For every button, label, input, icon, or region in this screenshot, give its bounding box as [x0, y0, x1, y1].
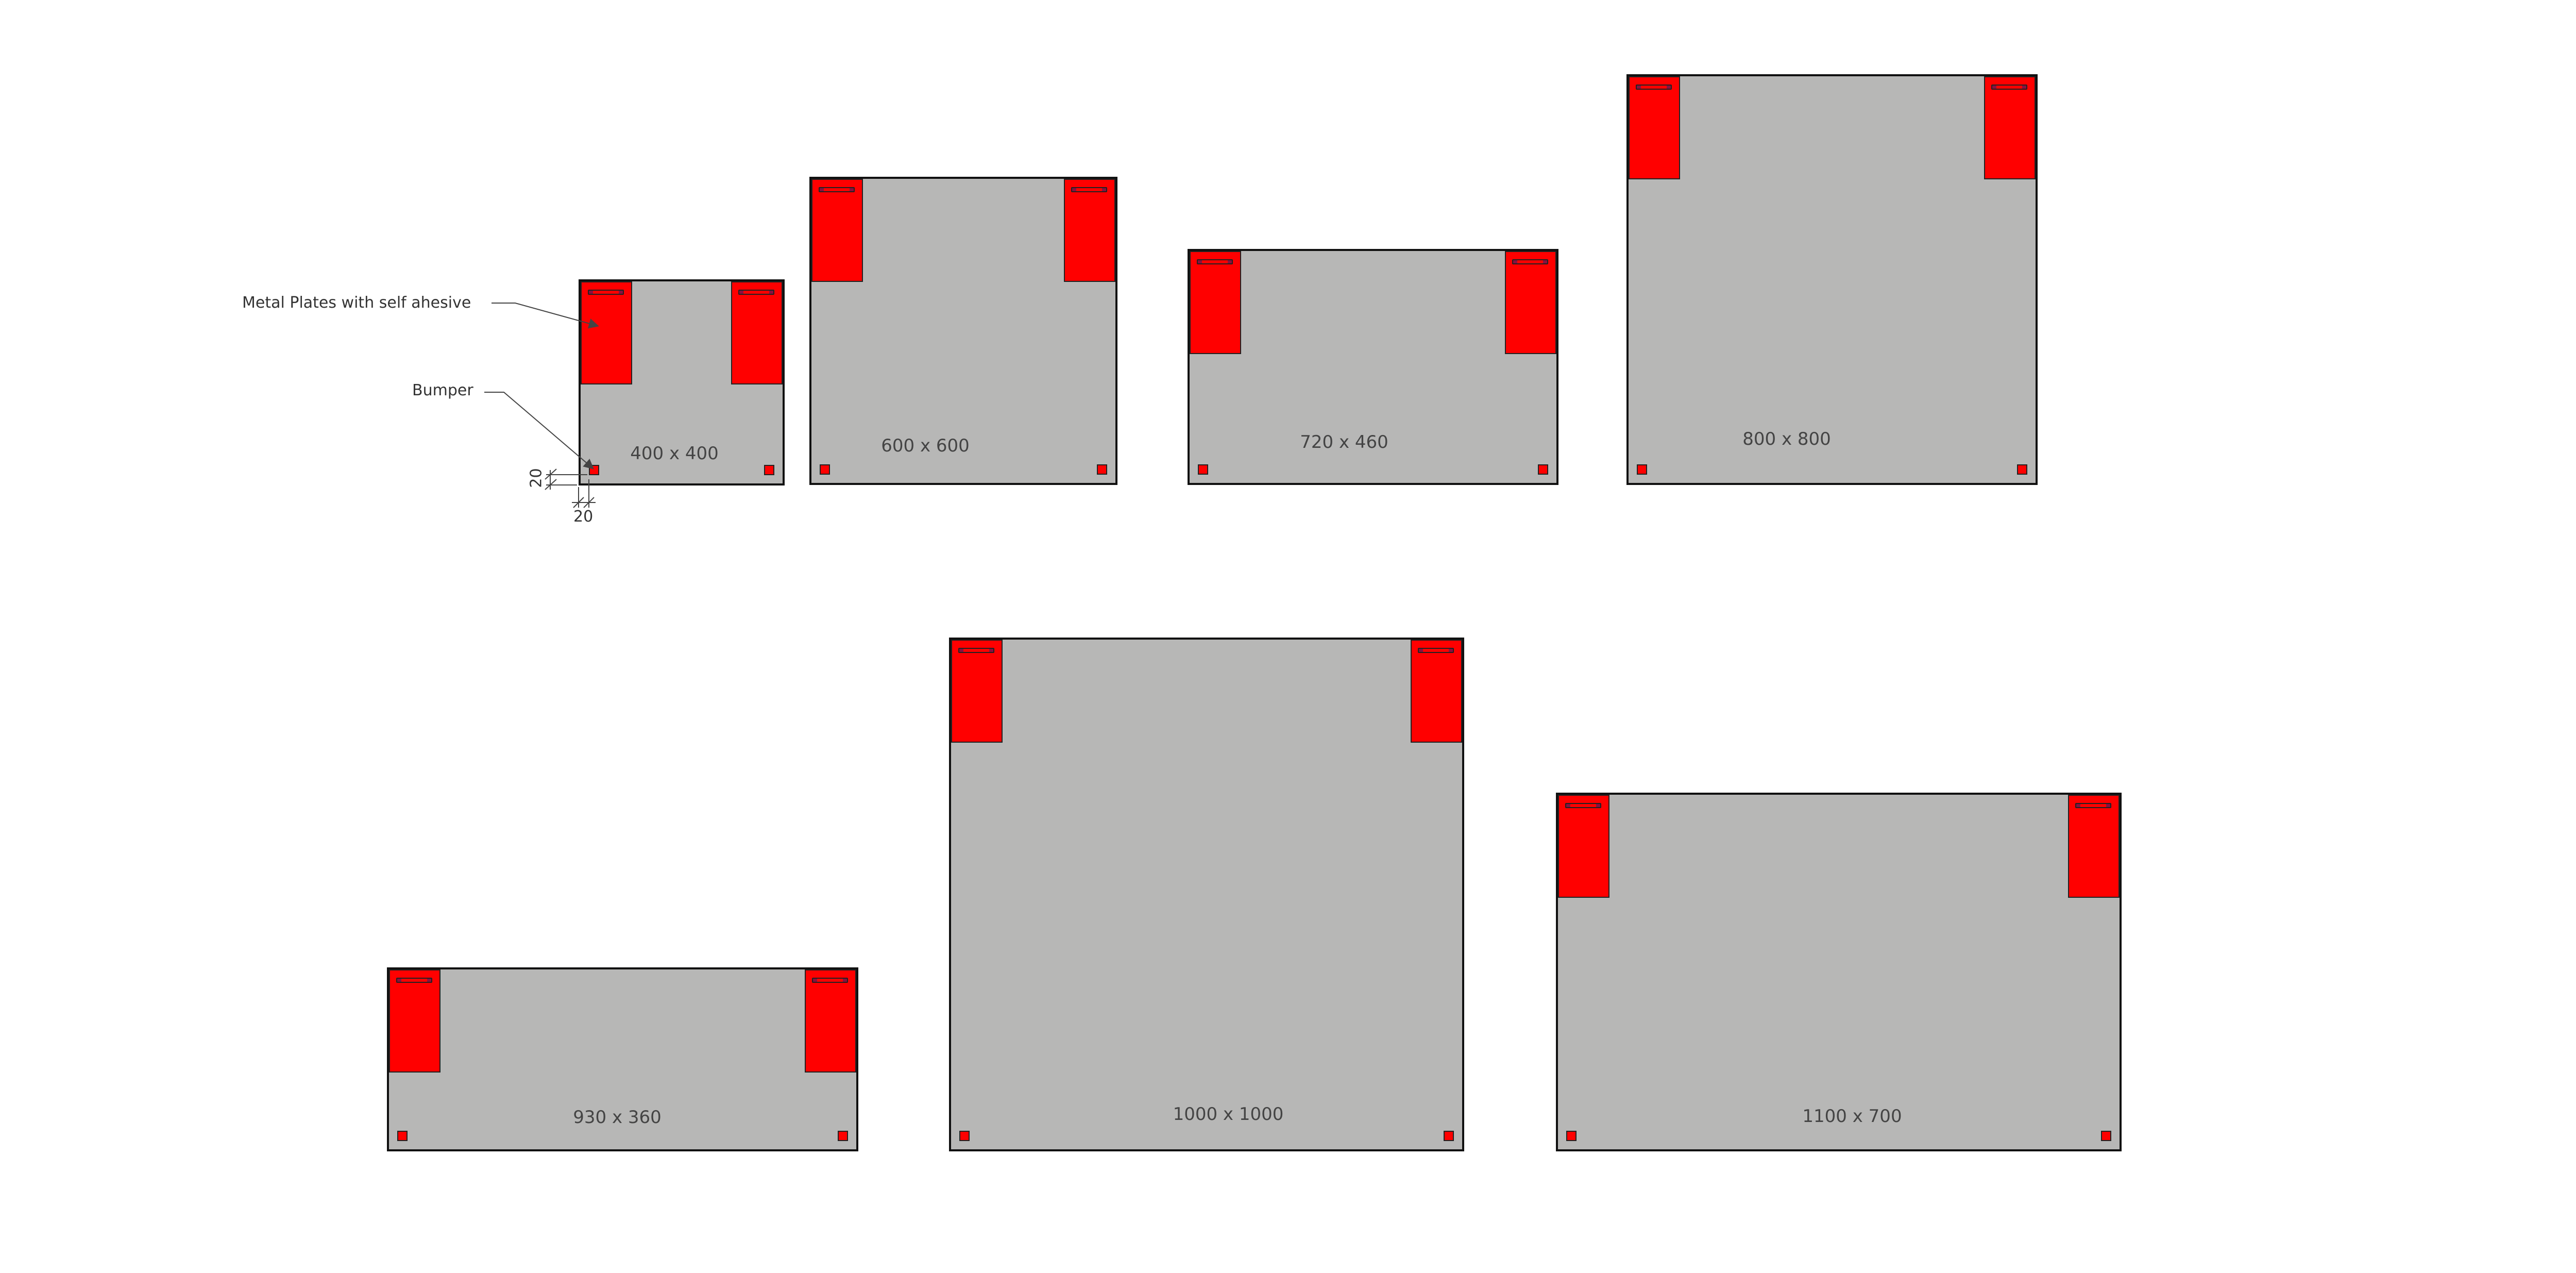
panel-720x460 [1188, 249, 1558, 485]
panel-size-label: 800 x 800 [1742, 429, 1831, 449]
bumper [838, 1131, 848, 1141]
bumper-leader [484, 392, 595, 470]
handle-icon [1991, 85, 2027, 90]
panel-1100x700 [1556, 793, 2122, 1151]
panel-600x600 [809, 177, 1117, 485]
metal-plate [951, 640, 1003, 743]
bumper [764, 465, 774, 475]
metal-plate [1505, 251, 1556, 354]
metal-plate [581, 281, 632, 384]
handle-icon [738, 290, 774, 295]
panel-size-label: 720 x 460 [1300, 432, 1388, 453]
handle-icon [958, 648, 994, 653]
bumper [959, 1131, 970, 1141]
metal-plate [389, 969, 440, 1073]
bumper [2017, 464, 2027, 475]
handle-icon [588, 290, 624, 295]
panel-size-label: 600 x 600 [881, 435, 970, 456]
panel-1000x1000 [949, 638, 1464, 1151]
panel-size-label: 930 x 360 [573, 1107, 662, 1128]
bumper-annotation: Bumper [412, 381, 473, 399]
metal-plate [731, 281, 783, 384]
handle-icon [1565, 803, 1601, 808]
metal-plate [1984, 76, 2036, 179]
handle-icon [1418, 648, 1454, 653]
handle-icon [2075, 803, 2111, 808]
panel-930x360 [387, 967, 858, 1151]
panel-400x400 [579, 279, 785, 485]
metal-plate [1558, 795, 1609, 898]
bumper [820, 464, 830, 475]
handle-icon [1512, 259, 1548, 264]
metal-plate [1411, 640, 1462, 743]
metal-plate [1629, 76, 1680, 179]
bumper [1637, 464, 1647, 475]
metal-plate [1064, 179, 1115, 282]
bumper [397, 1131, 408, 1141]
handle-icon [396, 978, 432, 983]
metal-plate [1190, 251, 1241, 354]
panel-size-label: 400 x 400 [630, 443, 719, 464]
panel-size-label: 1100 x 700 [1802, 1106, 1902, 1127]
bumper-offset-horizontal-dimension: 20 [573, 508, 594, 526]
handle-icon [1197, 259, 1233, 264]
bumper [2101, 1131, 2111, 1141]
bumper [1538, 464, 1548, 475]
handle-icon [1071, 187, 1107, 192]
dimension-lines [545, 468, 596, 508]
panel-800x800 [1626, 74, 2038, 485]
bumper [1198, 464, 1208, 475]
metal-plates-annotation: Metal Plates with self ahesive [242, 294, 471, 312]
handle-icon [819, 187, 855, 192]
bumper [1566, 1131, 1577, 1141]
bumper [1097, 464, 1107, 475]
metal-plate [811, 179, 863, 282]
panel-size-label: 1000 x 1000 [1173, 1104, 1284, 1125]
metal-plate [2068, 795, 2120, 898]
bumper [1444, 1131, 1454, 1141]
metal-plates-leader [492, 303, 599, 329]
handle-icon [1636, 85, 1672, 90]
metal-plate [805, 969, 856, 1073]
handle-icon [812, 978, 848, 983]
